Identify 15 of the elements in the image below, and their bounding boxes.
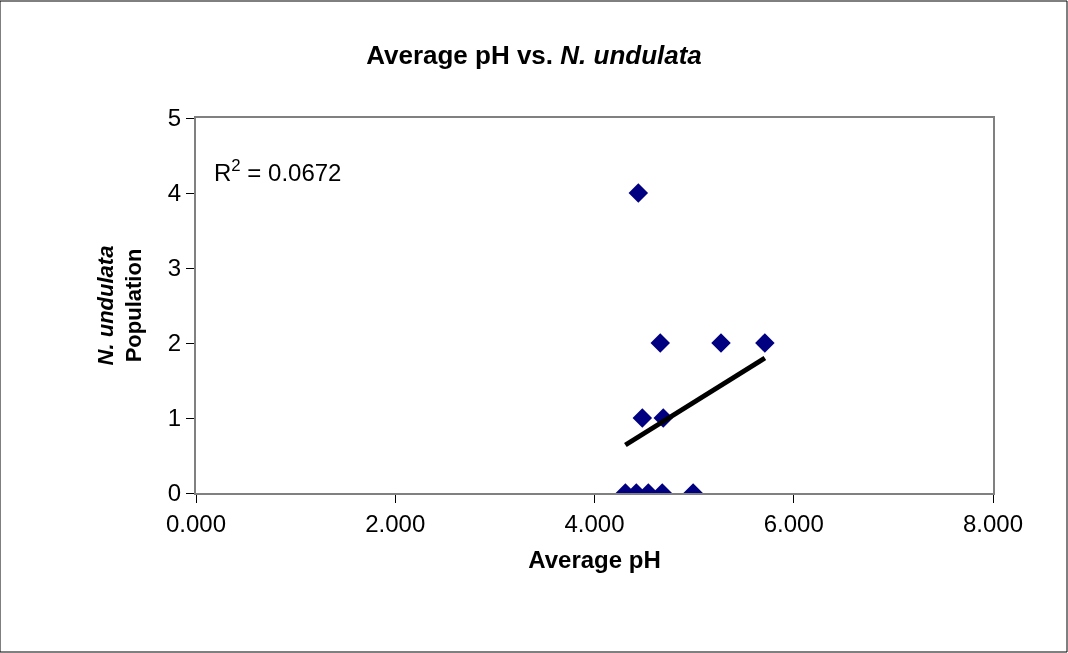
annotation: R$^{2}$ = 0.0672: [214, 156, 342, 187]
x-tick-label: 0.000: [165, 509, 227, 537]
x-tick-label: 6.000: [763, 509, 824, 537]
y-tick-label: 5: [167, 104, 182, 132]
y-tick-label: 4: [167, 179, 182, 207]
chart-title: Average pH vs. N. undulata: [366, 39, 702, 70]
x-tick-label: 8.000: [962, 509, 1024, 537]
y-tick-label: 1: [167, 404, 182, 432]
x-axis-title: Average pH: [528, 545, 661, 573]
y-tick-label: 0: [167, 479, 182, 507]
y-tick-label: 2: [167, 329, 182, 357]
y-axis-title: N. undulata Population: [92, 245, 147, 366]
x-tick-label: 2.000: [365, 509, 426, 537]
y-tick-label: 3: [167, 254, 182, 282]
x-tick-label: 4.000: [564, 509, 625, 537]
